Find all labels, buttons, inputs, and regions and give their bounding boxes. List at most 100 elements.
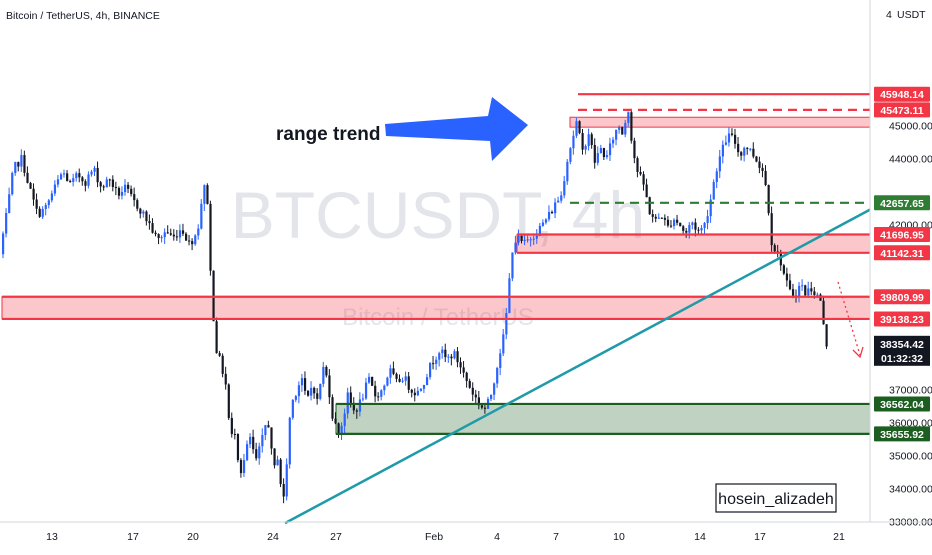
candle-body bbox=[615, 129, 618, 140]
candle-body bbox=[8, 194, 11, 213]
candle-body bbox=[29, 182, 32, 189]
candle-body bbox=[300, 378, 304, 386]
price-axis-scale-marker: 4 bbox=[886, 9, 892, 21]
lines-layer bbox=[2, 93, 871, 525]
candle-body bbox=[441, 349, 444, 354]
time-tick-label: Feb bbox=[425, 531, 443, 543]
price-tag-label: 45948.14 bbox=[880, 89, 924, 101]
candle-body bbox=[563, 181, 566, 196]
candle-body bbox=[468, 381, 471, 388]
candle-body bbox=[264, 425, 267, 436]
candle-body bbox=[270, 427, 273, 449]
watermark-name: Bitcoin / TetherUS bbox=[342, 304, 534, 331]
candle-body bbox=[120, 192, 124, 196]
candle-body bbox=[703, 222, 706, 229]
candle-body bbox=[791, 289, 795, 296]
candle-body bbox=[419, 388, 423, 391]
candle-body bbox=[87, 174, 90, 186]
candle-body bbox=[413, 392, 416, 396]
candle-body bbox=[69, 180, 72, 182]
candle-body bbox=[633, 140, 636, 159]
candle-body bbox=[669, 225, 673, 227]
candle-body bbox=[307, 390, 310, 396]
candle-body bbox=[230, 417, 233, 435]
candle-body bbox=[490, 394, 493, 400]
candle-body bbox=[66, 173, 69, 181]
time-tick-label: 20 bbox=[187, 531, 199, 543]
price-tag bbox=[874, 102, 930, 118]
candle-body bbox=[44, 205, 47, 209]
time-tick-label: 27 bbox=[330, 531, 342, 543]
candle-body bbox=[416, 390, 419, 396]
price-tag-label: 36562.04 bbox=[880, 399, 924, 411]
ascending-trendline[interactable] bbox=[284, 208, 871, 525]
candle-body bbox=[746, 147, 749, 149]
candle-body bbox=[764, 170, 767, 185]
candle-body bbox=[557, 200, 560, 203]
candle-body bbox=[779, 252, 782, 266]
candle-body bbox=[422, 384, 426, 389]
candle-body bbox=[529, 239, 532, 241]
price-tick-label: 37000.00 bbox=[889, 385, 932, 397]
time-axis[interactable]: 13 17 20 24 27 Feb 4 7 10 14 17 21 bbox=[46, 531, 845, 543]
candle-body bbox=[480, 405, 484, 408]
price-tick-label: 34000.00 bbox=[889, 484, 932, 496]
candle-body bbox=[221, 355, 224, 374]
candle-body bbox=[224, 373, 227, 385]
candle-body bbox=[535, 235, 538, 239]
candle-body bbox=[798, 285, 801, 297]
candle-body bbox=[700, 228, 703, 231]
candle-body bbox=[438, 353, 441, 360]
candle-body bbox=[676, 219, 679, 223]
candle-body bbox=[520, 235, 523, 242]
candle-body bbox=[642, 174, 645, 185]
candle-body bbox=[242, 460, 246, 474]
candle-body bbox=[294, 396, 297, 400]
blue-arrow-shape bbox=[385, 97, 528, 161]
candle-body bbox=[584, 146, 587, 150]
candle-body bbox=[654, 216, 657, 219]
candle-body bbox=[648, 197, 651, 215]
candle-body bbox=[81, 177, 84, 182]
candle-body bbox=[566, 161, 569, 182]
candle-body bbox=[337, 423, 340, 433]
candle-body bbox=[108, 179, 111, 181]
time-tick-label: 17 bbox=[754, 531, 766, 543]
candle-body bbox=[340, 425, 343, 433]
price-tag-label: 42657.65 bbox=[880, 198, 924, 210]
candle-body bbox=[78, 173, 81, 178]
candle-body bbox=[392, 368, 395, 374]
candle-body bbox=[804, 285, 807, 296]
candle-body bbox=[197, 228, 200, 236]
candle-body bbox=[316, 393, 319, 399]
candle-body bbox=[590, 134, 593, 146]
candle-body bbox=[666, 219, 670, 226]
candle-body bbox=[279, 459, 282, 484]
candle-body bbox=[554, 202, 557, 214]
candle-body bbox=[596, 153, 599, 163]
candle-body bbox=[514, 242, 517, 253]
candle-body bbox=[191, 241, 194, 245]
candle-body bbox=[139, 208, 142, 214]
projection-arrow-head bbox=[852, 346, 864, 359]
candle-body bbox=[364, 382, 368, 399]
candle-body bbox=[352, 402, 355, 411]
price-axis[interactable]: 32000.0033000.0034000.0035000.0036000.00… bbox=[889, 121, 932, 555]
candle-body bbox=[124, 184, 127, 193]
candle-body bbox=[59, 174, 63, 180]
candle-body bbox=[679, 222, 682, 227]
current-price-label: 38354.42 bbox=[880, 339, 924, 351]
candle-body bbox=[477, 397, 480, 406]
time-tick-label: 24 bbox=[267, 531, 279, 543]
candle-body bbox=[14, 162, 17, 174]
price-tag bbox=[874, 289, 930, 305]
candle-body bbox=[389, 368, 392, 378]
candle-body bbox=[483, 407, 487, 409]
price-tag bbox=[874, 86, 930, 102]
candle-body bbox=[267, 425, 270, 428]
candle-body bbox=[90, 171, 93, 175]
candle-body bbox=[727, 133, 731, 143]
candle-body bbox=[291, 399, 294, 418]
candle-body bbox=[2, 233, 5, 255]
support-zone bbox=[335, 403, 881, 435]
